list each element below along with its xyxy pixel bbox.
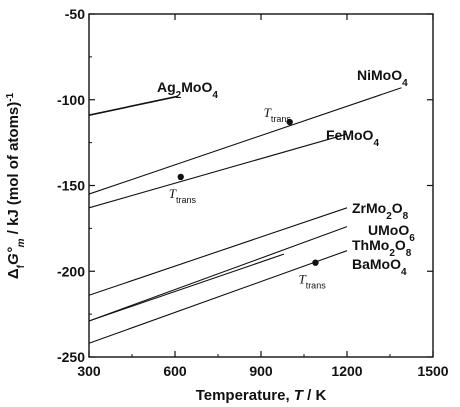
transition-label: Ttrans	[298, 272, 326, 291]
series-line-femoo4	[88, 133, 348, 209]
y-tick-label: -150	[57, 178, 85, 194]
y-tick-label: -200	[57, 263, 85, 279]
series-line-ag2moo4	[88, 95, 179, 116]
x-tick-label: 1200	[331, 363, 362, 379]
series-line-bamoo4	[88, 250, 348, 344]
x-tick-label: 600	[163, 363, 187, 379]
transition-point-nimoo4	[286, 118, 293, 126]
x-tick-label: 300	[77, 363, 101, 379]
transition-label: Ttrans	[169, 186, 197, 205]
series-label-umoo6: UMoO6	[368, 222, 415, 244]
x-axis-title: Temperature, T / K	[196, 387, 327, 404]
y-axis-title: ΔfG°m / kJ (mol of atoms)-1	[5, 92, 27, 279]
transition-point-femoo4	[177, 173, 184, 181]
y-tick-label: -250	[57, 349, 85, 365]
series-label-bamoo4: BaMoO4	[352, 256, 407, 278]
series-label-ag2moo4: Ag2MoO4	[157, 79, 218, 101]
series-label-nimoo4: NiMoO4	[357, 67, 408, 89]
y-tick-label: -100	[57, 92, 85, 108]
series-line-nimoo4	[88, 87, 402, 195]
transition-label: Ttrans	[264, 105, 292, 124]
series-line-umoo6	[88, 226, 348, 322]
plot-frame	[88, 13, 434, 358]
transition-point-bamoo4	[312, 259, 319, 266]
series-line-thmo2o8	[88, 253, 285, 322]
series-line-zrmo2o8	[88, 207, 348, 296]
x-tick-label: 1500	[417, 363, 448, 379]
series-label-femoo4: FeMoO4	[326, 127, 379, 149]
y-tick-label: -50	[65, 6, 85, 22]
series-label-thmo2o8: ThMo2O8	[352, 237, 412, 259]
series-label-zrmo2o8: ZrMo2O8	[352, 200, 409, 222]
x-tick-label: 900	[249, 363, 273, 379]
